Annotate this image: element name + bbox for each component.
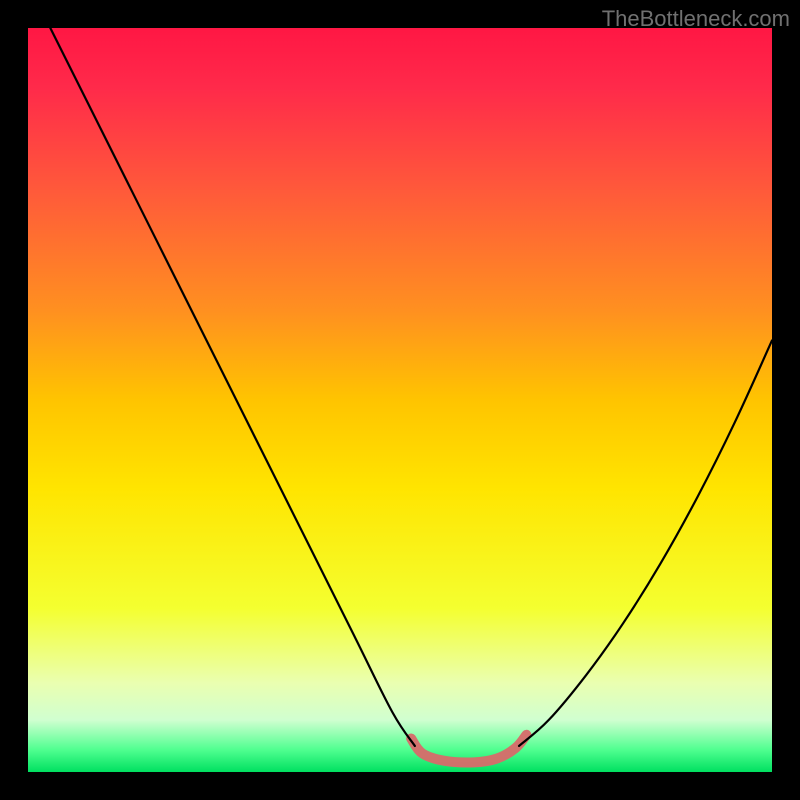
watermark-text: TheBottleneck.com — [602, 6, 790, 32]
chart-svg — [0, 0, 800, 800]
bottleneck-chart: TheBottleneck.com — [0, 0, 800, 800]
